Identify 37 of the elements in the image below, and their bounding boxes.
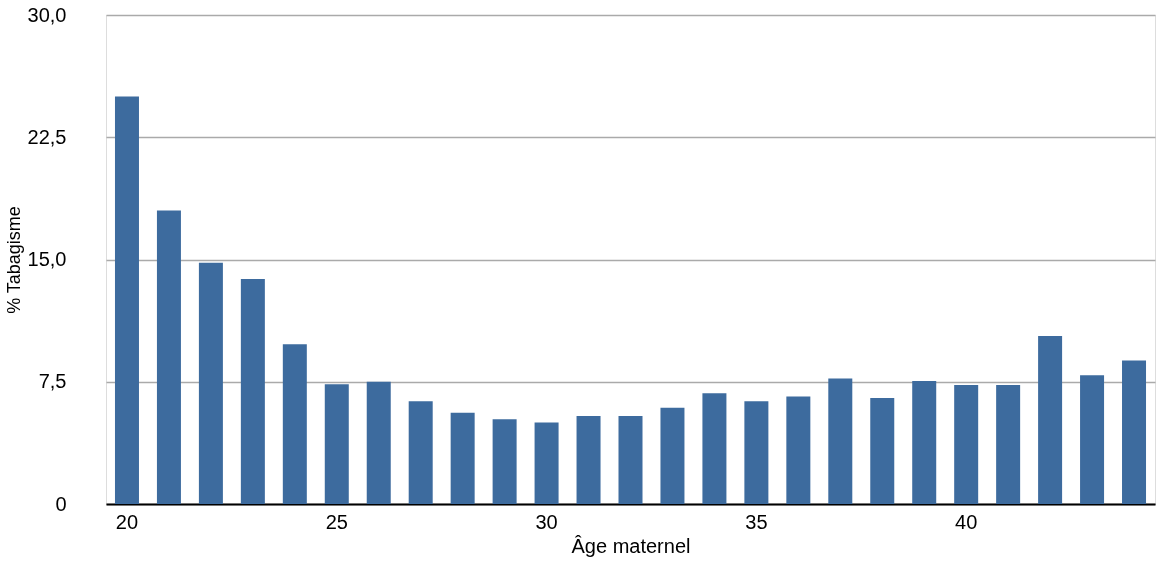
bar: [870, 398, 895, 504]
bar: [954, 385, 979, 504]
x-tick-label: 25: [325, 510, 348, 533]
bar: [324, 384, 349, 504]
bar: [576, 415, 601, 504]
y-tick-label: 7,5: [38, 370, 67, 393]
x-tick-label: 40: [955, 510, 978, 533]
y-tick-label: 0: [55, 492, 67, 515]
bar: [744, 401, 769, 504]
bar: [912, 380, 937, 504]
bar: [240, 279, 265, 504]
bar: [996, 385, 1021, 504]
bar: [156, 210, 181, 504]
bar: [534, 422, 559, 504]
bar: [1080, 375, 1105, 504]
x-tick-label: 35: [745, 510, 768, 533]
bar: [618, 415, 643, 504]
y-tick-label: 30,0: [27, 3, 67, 26]
y-tick-label: 22,5: [27, 125, 67, 148]
bar: [450, 412, 475, 504]
bar: [702, 393, 727, 504]
bar: [408, 401, 433, 504]
y-axis-title: % Tabagisme: [3, 206, 24, 314]
bar: [198, 262, 223, 504]
bar: [1038, 336, 1063, 504]
y-tick-label: 15,0: [27, 248, 67, 270]
bar: [282, 344, 307, 504]
x-axis-title: Âge maternel: [571, 534, 691, 557]
x-tick-label: 30: [535, 510, 558, 533]
bar: [114, 96, 139, 504]
x-tick-label: 20: [115, 510, 139, 533]
bar: [492, 419, 517, 504]
bar: [1122, 360, 1147, 504]
bar: [786, 396, 811, 504]
bar: [660, 407, 685, 504]
bar: [366, 381, 391, 504]
bar: [828, 378, 853, 504]
